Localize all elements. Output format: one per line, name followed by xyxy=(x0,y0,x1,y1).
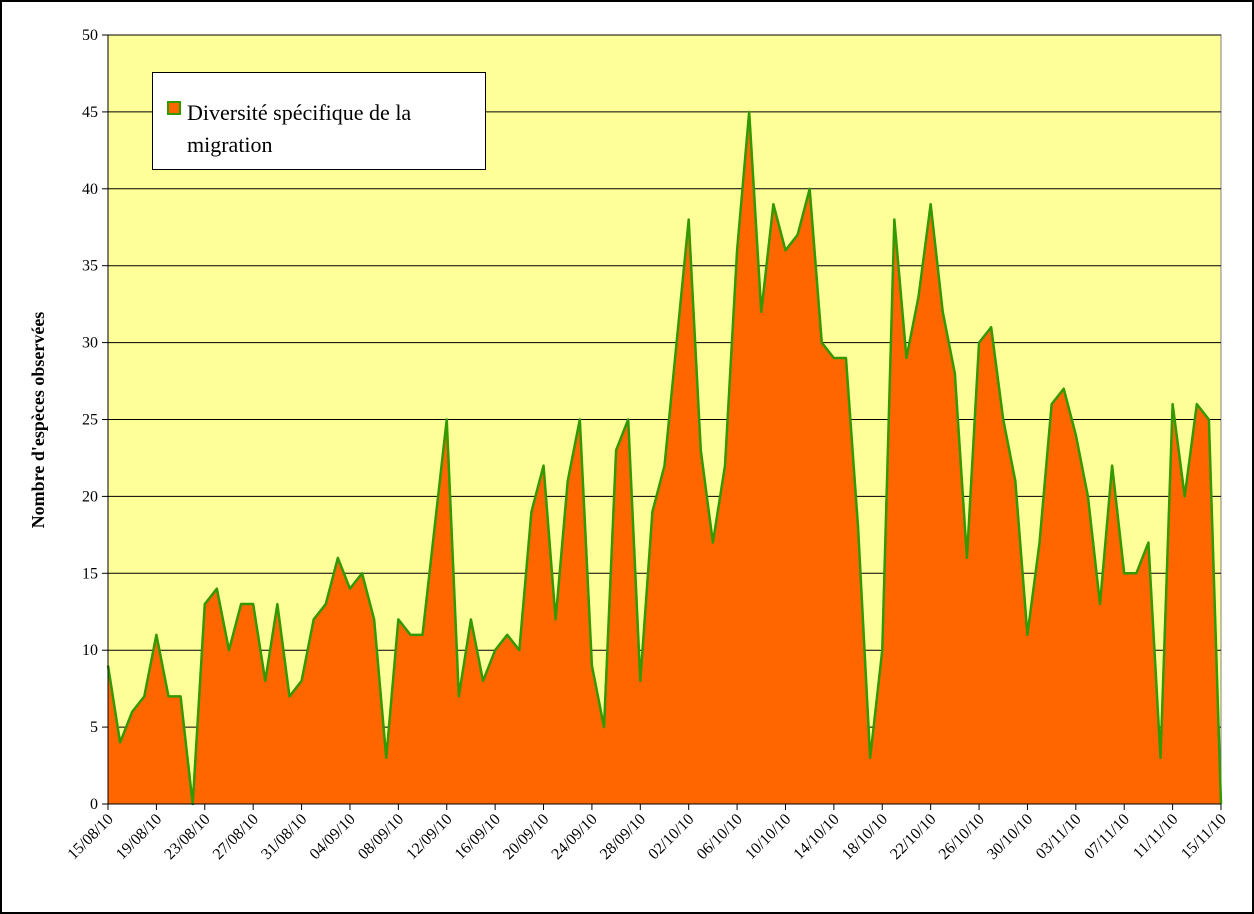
legend-key xyxy=(167,101,181,115)
y-tick-label: 20 xyxy=(82,488,98,505)
y-tick-label: 35 xyxy=(82,258,98,275)
legend: Diversité spécifique de la migration xyxy=(152,72,486,170)
y-tick-label: 30 xyxy=(82,335,98,352)
y-tick-label: 50 xyxy=(82,27,98,44)
area xyxy=(108,111,1221,804)
y-tick-label: 0 xyxy=(90,796,98,813)
y-tick-label: 10 xyxy=(82,642,98,659)
legend-label: Diversité spécifique de la migration xyxy=(187,100,412,157)
line xyxy=(106,110,1223,806)
y-axis-label: Nombre d'espèces observées xyxy=(28,312,48,529)
y-tick-label: 5 xyxy=(90,719,98,736)
y-tick-label: 40 xyxy=(82,181,98,198)
y-tick-label: 45 xyxy=(82,104,98,121)
y-tick-label: 15 xyxy=(82,565,98,582)
y-tick-label: 25 xyxy=(82,412,98,429)
